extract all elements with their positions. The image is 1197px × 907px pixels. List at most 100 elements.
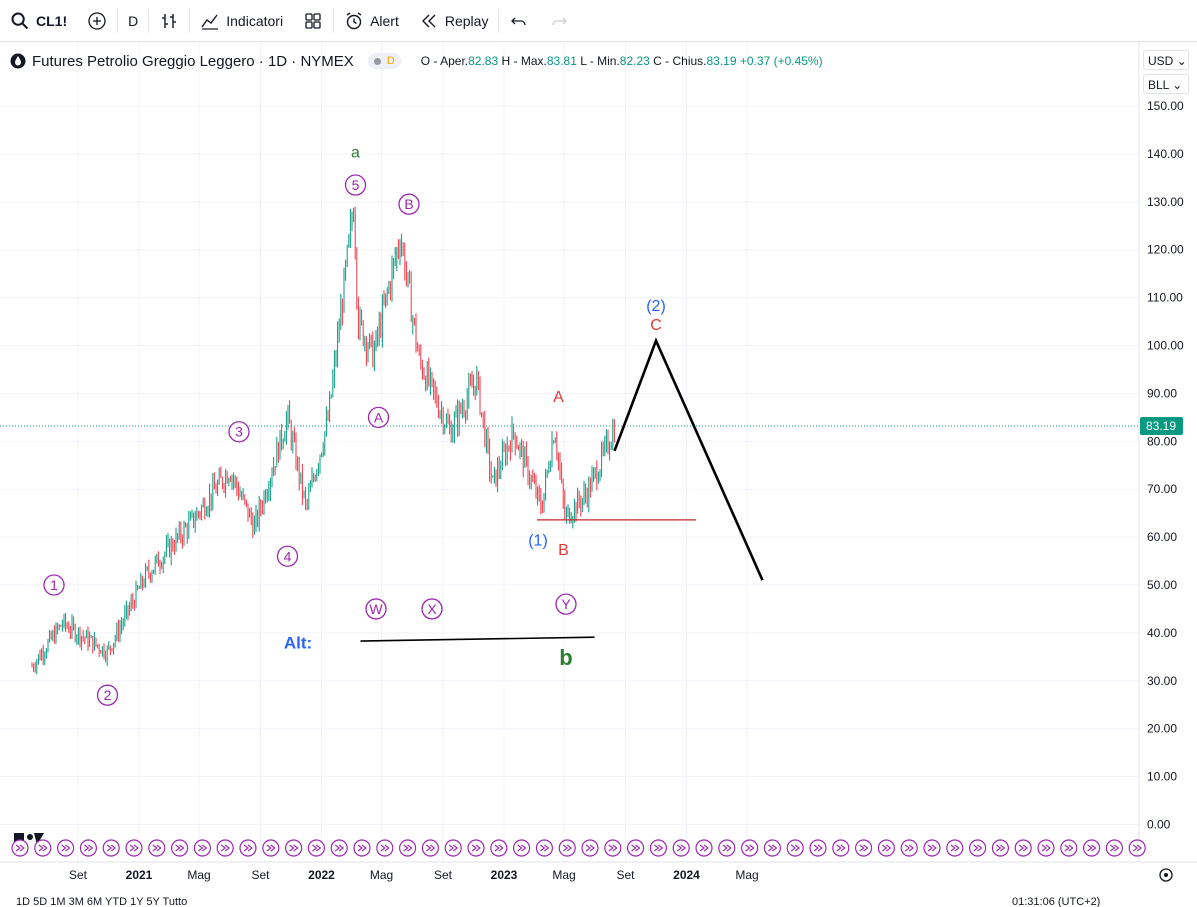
session-icon-chevron bbox=[794, 844, 801, 852]
chevron-down-icon: ⌄ bbox=[1176, 54, 1187, 68]
session-break-icon bbox=[102, 839, 120, 857]
session-break-icon bbox=[11, 839, 29, 857]
session-icon-chevron bbox=[42, 844, 48, 852]
session-break-icon bbox=[285, 839, 303, 857]
session-break-icon bbox=[786, 839, 804, 857]
unit-select[interactable]: BLL ⌄ bbox=[1143, 74, 1189, 94]
session-icon-chevron bbox=[703, 844, 709, 852]
session-icon-chevron bbox=[680, 844, 687, 852]
time-tick-label: 2023 bbox=[491, 868, 518, 882]
wave-label: a bbox=[351, 145, 360, 162]
session-icon-chevron bbox=[270, 844, 276, 852]
wave-label-text: 3 bbox=[235, 424, 243, 440]
interval-label: D bbox=[128, 12, 139, 29]
projection-line bbox=[613, 337, 764, 581]
rewind-icon bbox=[421, 14, 436, 27]
time-tick-label: Mag bbox=[187, 868, 210, 882]
session-icon-chevron bbox=[224, 844, 231, 852]
session-break-icon bbox=[718, 839, 736, 857]
wave-label-circle bbox=[344, 174, 367, 196]
price-axis[interactable]: 150.00 140.00 130.00 120.00 110.00 100.00 90.0… bbox=[1138, 42, 1197, 862]
session-break-icon bbox=[239, 839, 257, 857]
symbol-title[interactable]: Futures Petrolio Greggio Leggero · 1D · … bbox=[32, 52, 354, 70]
session-icon-chevron bbox=[475, 844, 481, 852]
ohlc-values: O - Aper.82.83 H - Max.83.81 L - Min.82.… bbox=[421, 54, 823, 68]
price-tick-label: 90.00 bbox=[1147, 386, 1177, 400]
session-icon-chevron bbox=[658, 844, 664, 852]
status-dot-icon bbox=[373, 57, 381, 65]
last-price-label: 83.19 bbox=[1146, 419, 1176, 433]
session-icon-chevron bbox=[1114, 844, 1120, 852]
logo-part bbox=[34, 833, 44, 845]
session-icon-chevron bbox=[1018, 844, 1025, 852]
data-status-badge[interactable]: D bbox=[367, 53, 401, 69]
price-tick-label: 110.00 bbox=[1147, 291, 1183, 305]
replay-label: Replay bbox=[444, 12, 489, 29]
session-break-icon bbox=[854, 839, 873, 857]
session-icon-chevron bbox=[106, 844, 113, 852]
session-icon-chevron bbox=[65, 844, 71, 852]
session-icon-chevron bbox=[635, 844, 641, 852]
session-icon-chevron bbox=[562, 844, 569, 852]
session-break-icon bbox=[330, 839, 348, 857]
grid-icon bbox=[305, 12, 321, 29]
interval-button[interactable]: D bbox=[118, 0, 148, 42]
session-icon-chevron bbox=[202, 844, 208, 852]
session-icon-chevron bbox=[293, 844, 299, 852]
session-icon-chevron bbox=[380, 844, 386, 852]
session-icon-chevron bbox=[544, 844, 550, 852]
wave-label-text: Y bbox=[561, 596, 571, 612]
session-break-icon bbox=[923, 839, 941, 857]
wave-label: W bbox=[365, 598, 387, 620]
wave-label-text: (2) bbox=[646, 298, 666, 315]
session-break-icon bbox=[307, 839, 325, 857]
price-chart[interactable]: a 5 B A 3 4 1 2 W X Y Alt: b (1) B A (2) C 150.00 140.00 13… bbox=[0, 42, 1197, 896]
wave-label-text: A bbox=[374, 409, 384, 425]
session-icon-chevron bbox=[357, 844, 363, 852]
wave-label-circle bbox=[421, 598, 443, 620]
currency-select[interactable]: USD ⌄ bbox=[1143, 50, 1189, 70]
session-icon-chevron bbox=[817, 844, 823, 852]
session-break-icon bbox=[1105, 839, 1124, 857]
session-icon-chevron bbox=[699, 844, 705, 852]
session-break-icon bbox=[444, 839, 462, 857]
toolbar-divider bbox=[148, 8, 150, 33]
session-icon-chevron bbox=[471, 844, 477, 852]
layouts-button[interactable] bbox=[293, 0, 333, 42]
price-tick-label: 10.00 bbox=[1147, 770, 1177, 784]
compare-button[interactable] bbox=[77, 0, 117, 42]
replay-button[interactable]: Replay bbox=[409, 0, 499, 42]
session-icon-chevron bbox=[540, 844, 546, 852]
session-icon-chevron bbox=[654, 844, 660, 852]
wave-label-circle bbox=[555, 593, 577, 615]
wave-label: C bbox=[650, 317, 662, 334]
alert-button[interactable]: Alert bbox=[334, 0, 409, 42]
symbol-search[interactable]: CL1! bbox=[0, 0, 77, 42]
indicators-button[interactable]: Indicatori bbox=[190, 0, 293, 42]
redo-button[interactable] bbox=[539, 0, 579, 42]
plus-circle-icon bbox=[88, 11, 106, 30]
chart-type-button[interactable] bbox=[149, 0, 189, 42]
undo-button[interactable] bbox=[499, 0, 539, 42]
session-break-icon bbox=[558, 839, 576, 857]
session-break-icon bbox=[193, 839, 211, 857]
session-break-icon bbox=[968, 839, 987, 857]
session-icon-chevron bbox=[133, 844, 139, 852]
wave-label: (2) bbox=[646, 298, 666, 315]
session-icon-chevron bbox=[38, 844, 44, 852]
session-icon-chevron bbox=[908, 844, 915, 852]
session-break-icon bbox=[809, 839, 827, 857]
clock-label[interactable]: 01:31:06 (UTC+2) bbox=[1012, 896, 1101, 907]
price-tick-label: 80.00 bbox=[1147, 434, 1177, 448]
wave-label-text: Alt: bbox=[284, 633, 312, 652]
session-icon-chevron bbox=[247, 844, 253, 852]
session-icon-chevron bbox=[836, 844, 842, 852]
time-axis[interactable]: Set 2021 Mag Set 2022 Mag Set 2023 Mag Set 2024 Mag bbox=[0, 861, 1197, 882]
session-break-icon bbox=[490, 839, 508, 857]
range-buttons[interactable]: 1D 5D 1M 3M 6M YTD 1Y 5Y Tutto bbox=[16, 896, 188, 907]
price-tick-label: 120.00 bbox=[1147, 243, 1184, 257]
alert-label: Alert bbox=[370, 12, 399, 29]
badge-label: D bbox=[386, 55, 395, 67]
session-break-icon bbox=[581, 839, 599, 857]
toolbar-divider bbox=[498, 8, 500, 33]
